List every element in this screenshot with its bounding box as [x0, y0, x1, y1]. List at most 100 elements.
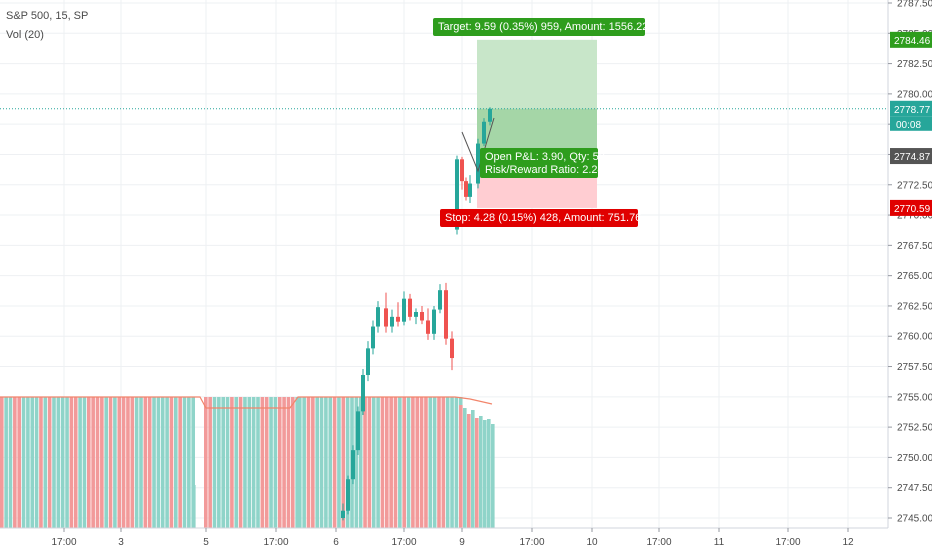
- candle-body: [464, 181, 468, 197]
- price-tick-label: 2780.00: [897, 89, 932, 100]
- volume-bar: [376, 397, 380, 528]
- candle-body: [396, 316, 400, 322]
- time-tick-label: 17:00: [263, 537, 288, 548]
- candle-body: [346, 479, 350, 511]
- volume-bar: [475, 418, 479, 528]
- volume-bar: [389, 397, 393, 528]
- volume-bar: [286, 397, 291, 528]
- volume-bar: [411, 397, 415, 528]
- price-badge-text: 2770.59: [894, 204, 931, 215]
- volume-bar: [491, 424, 495, 528]
- target-label-bg: [433, 18, 645, 36]
- volume-bar: [256, 397, 260, 528]
- price-tick-label: 2765.00: [897, 271, 932, 282]
- price-tick-label: 2767.50: [897, 241, 932, 252]
- volume-bar: [467, 414, 471, 528]
- time-tick-label: 9: [459, 537, 465, 548]
- volume-bar: [108, 397, 113, 528]
- volume-bar: [21, 397, 26, 528]
- volume-bar: [174, 397, 178, 528]
- candle-body: [468, 183, 472, 197]
- volume-bar: [126, 397, 130, 528]
- volume-bar: [73, 397, 78, 528]
- volume-bar: [363, 397, 367, 528]
- symbol-legend[interactable]: S&P 500, 15, SP: [6, 10, 89, 22]
- volume-bar: [471, 410, 475, 528]
- volume-bar: [43, 397, 48, 528]
- volume-bar: [100, 397, 104, 528]
- volume-bar: [319, 397, 324, 528]
- volume-bar: [221, 397, 225, 528]
- volume-bar: [134, 397, 139, 528]
- candle-body: [408, 298, 412, 317]
- price-badge-bg: [890, 31, 932, 48]
- pnl-label-text-1: Open P&L: 3.90, Qty: 58: [485, 151, 605, 163]
- volume-bar: [204, 397, 208, 528]
- price-tick-label: 2760.00: [897, 332, 932, 343]
- volume-bar: [463, 408, 467, 528]
- price-badge-bg: [890, 148, 932, 165]
- volume-bar: [432, 397, 437, 528]
- volume-bar: [337, 397, 341, 528]
- volume-ma-line: [0, 396, 493, 409]
- volume-bar: [26, 397, 30, 528]
- volume-bar: [143, 397, 148, 528]
- candle-body: [384, 308, 388, 327]
- volume-bar: [121, 397, 126, 528]
- volume-bar: [234, 397, 239, 528]
- volume-bar: [428, 397, 433, 528]
- volume-bar: [247, 397, 252, 528]
- candle-body: [351, 450, 355, 480]
- volume-bar: [332, 397, 337, 528]
- volume-bar: [104, 397, 108, 528]
- volume-bar: [130, 397, 135, 528]
- volume-legend[interactable]: Vol (20): [6, 29, 44, 41]
- volume-bar: [0, 397, 4, 528]
- volume-bar: [47, 397, 52, 528]
- volume-bar: [450, 397, 454, 528]
- volume-bar: [156, 397, 161, 528]
- volume-bar: [306, 397, 311, 528]
- volume-bar: [260, 397, 265, 528]
- volume-bar: [192, 485, 196, 528]
- volume-bar: [65, 397, 69, 528]
- volume-bar: [78, 397, 82, 528]
- volume-bar: [341, 397, 346, 528]
- time-tick-label: 6: [333, 537, 339, 548]
- trade-connector-line: [461, 117, 495, 173]
- volume-bar: [212, 397, 217, 528]
- volume-bar: [225, 397, 230, 528]
- candle-body: [488, 108, 492, 122]
- candle-body: [460, 159, 464, 182]
- time-tick-label: 10: [586, 537, 598, 548]
- volume-bar: [441, 397, 446, 528]
- price-badge-current: 2778.77 00:08: [890, 100, 932, 131]
- candle-body: [371, 326, 375, 349]
- volume-bar: [230, 397, 234, 528]
- time-tick-label: 17:00: [519, 537, 544, 548]
- price-tick-label: 2772.50: [897, 180, 932, 191]
- volume-bar: [113, 397, 117, 528]
- candle-body: [420, 312, 424, 321]
- candle-body: [432, 309, 436, 334]
- volume-bar: [454, 397, 459, 528]
- candle-body: [341, 510, 345, 518]
- pnl-label-bg: [480, 148, 598, 178]
- volume-bar: [419, 397, 424, 528]
- volume-bar: [178, 397, 182, 528]
- price-tick-label: 2750.00: [897, 453, 932, 464]
- volume-bar: [169, 397, 174, 528]
- volume-bar: [243, 397, 247, 528]
- price-tick-label: 2755.00: [897, 392, 932, 403]
- volume-bar: [139, 397, 143, 528]
- candle-body: [438, 290, 442, 310]
- candle-body: [444, 290, 448, 339]
- candle-body: [361, 375, 365, 412]
- price-badge-text: 2784.46: [894, 36, 931, 47]
- volume-bar: [358, 397, 363, 528]
- candle-body: [450, 338, 454, 359]
- candle-body: [414, 312, 418, 317]
